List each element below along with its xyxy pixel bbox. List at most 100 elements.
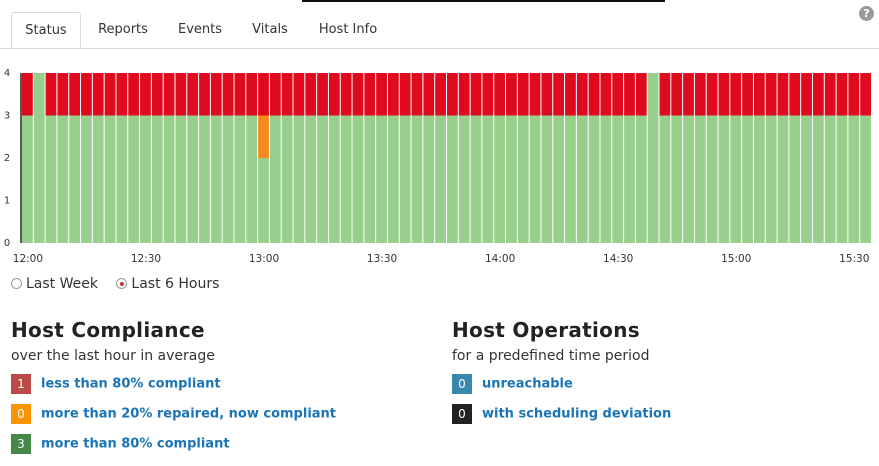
- bar-segment-green: [777, 115, 789, 243]
- bar-segment-green: [435, 115, 446, 243]
- bar-segment-red: [81, 73, 92, 116]
- tab-reports[interactable]: Reports: [98, 22, 148, 37]
- bar-segment-green: [210, 115, 222, 243]
- tab-vitals[interactable]: Vitals: [252, 22, 288, 37]
- bar-segment-red: [517, 73, 529, 116]
- x-tick-label: 15:30: [839, 253, 869, 265]
- tab-host-info[interactable]: Host Info: [318, 22, 378, 37]
- bar-segment-red: [92, 73, 104, 116]
- bar-segment-green: [565, 115, 576, 243]
- bar-segment-green: [447, 115, 458, 243]
- bar-segment-red: [541, 73, 553, 116]
- count-badge: 0: [452, 374, 472, 394]
- bar-segment-green: [753, 115, 765, 243]
- count-badge: 0: [452, 404, 472, 424]
- radio-last-6-hours[interactable]: Last 6 Hours: [116, 276, 219, 292]
- bar-segment-red: [824, 73, 836, 116]
- bar-segment-green: [364, 115, 376, 243]
- bar-segment-red: [742, 73, 753, 116]
- compliance-item-repaired: 0 more than 20% repaired, now compliant: [11, 404, 336, 424]
- bar-segment-green: [730, 115, 742, 243]
- compliance-item-low: 1 less than 80% compliant: [11, 374, 221, 394]
- compliance-history-chart: 0 1 2 3 4 12:00 12:30 13:00 13:30 14:00 14:30 15:00…: [4, 68, 871, 265]
- bar-segment-red: [328, 73, 340, 116]
- bar-segment-red: [777, 73, 789, 116]
- bar-segment-red: [269, 73, 281, 116]
- bar-segment-green: [576, 115, 588, 243]
- operations-item-unreachable: 0 unreachable: [452, 374, 573, 394]
- bar-segment-green: [624, 115, 635, 243]
- compliance-low-link[interactable]: less than 80% compliant: [41, 376, 221, 392]
- compliance-high-link[interactable]: more than 80% compliant: [41, 436, 230, 452]
- bar-segment-red: [45, 73, 57, 116]
- y-tick-label: 1: [4, 196, 10, 207]
- bar-segment-green: [529, 115, 541, 243]
- bar-segment-green: [824, 115, 836, 243]
- bar-segment-green: [163, 115, 175, 243]
- x-tick-label: 12:30: [131, 253, 161, 265]
- x-tick-label: 12:00: [13, 253, 43, 265]
- bar-segment-green: [116, 115, 128, 243]
- bar-segment-red: [765, 73, 777, 116]
- bar-segment-red: [529, 73, 541, 116]
- bar-segment-red: [258, 73, 269, 116]
- x-tick-label: 13:30: [367, 253, 397, 265]
- radio-last-week[interactable]: Last Week: [11, 276, 98, 292]
- host-operations-section: Host Operations for a predefined time pe…: [452, 318, 650, 364]
- tab-status[interactable]: Status: [11, 12, 81, 48]
- help-icon[interactable]: ?: [859, 6, 874, 21]
- bar-segment-green: [588, 115, 600, 243]
- radio-unchecked-icon: [11, 278, 22, 289]
- bar-segment-red: [588, 73, 600, 116]
- bar-segment-green: [659, 115, 671, 243]
- bar-segment-red: [683, 73, 694, 116]
- bar-segment-green: [81, 115, 92, 243]
- bar-segment-green: [57, 115, 69, 243]
- bar-segment-red: [553, 73, 565, 116]
- bar-segment-green: [104, 115, 116, 243]
- top-divider: [302, 0, 665, 2]
- bar-segment-red: [387, 73, 399, 116]
- bar-segment-red: [836, 73, 848, 116]
- bar-segment-green: [683, 115, 694, 243]
- compliance-item-high: 3 more than 80% compliant: [11, 434, 230, 454]
- tab-events[interactable]: Events: [177, 22, 222, 37]
- bar-segment-red: [399, 73, 411, 116]
- operations-unreachable-link[interactable]: unreachable: [482, 376, 573, 392]
- bar-segment-green: [718, 115, 730, 243]
- bar-segment-red: [671, 73, 683, 116]
- host-operations-title: Host Operations: [452, 318, 640, 342]
- bar-segment-green: [269, 115, 281, 243]
- bar-segment-green: [494, 115, 506, 243]
- bar-segment-green: [151, 115, 163, 243]
- bar-segment-green: [258, 158, 269, 243]
- bar-segment-red: [848, 73, 860, 116]
- bar-segment-red: [222, 73, 234, 116]
- operations-scheduling-link[interactable]: with scheduling deviation: [482, 406, 672, 422]
- bar-segment-green: [458, 115, 470, 243]
- y-tick-label: 4: [4, 68, 10, 79]
- bar-segment-green: [600, 115, 612, 243]
- bar-segment-red: [317, 73, 328, 116]
- compliance-repaired-link[interactable]: more than 20% repaired, now compliant: [41, 406, 337, 422]
- bar-segment-green: [812, 115, 824, 243]
- bar-segment-green: [635, 115, 647, 243]
- radio-last-6-hours-label: Last 6 Hours: [131, 276, 220, 292]
- tab-bar: Status Reports Events Vitals Host Info: [0, 12, 879, 49]
- bar-segment-red: [565, 73, 576, 116]
- bar-segment-red: [234, 73, 246, 116]
- bar-segment-green: [411, 115, 423, 243]
- bar-segment-green: [317, 115, 328, 243]
- bar-segment-green: [647, 73, 659, 243]
- y-tick-label: 3: [4, 111, 10, 122]
- bar-segment-red: [447, 73, 458, 116]
- bar-segment-green: [222, 115, 234, 243]
- bar-segment-red: [470, 73, 482, 116]
- bar-segment-red: [753, 73, 765, 116]
- bar-segment-green: [848, 115, 860, 243]
- y-tick-label: 2: [4, 153, 10, 164]
- bar-segment-green: [706, 115, 718, 243]
- bar-segment-red: [659, 73, 671, 116]
- host-compliance-title: Host Compliance: [11, 318, 205, 342]
- bar-segment-red: [281, 73, 293, 116]
